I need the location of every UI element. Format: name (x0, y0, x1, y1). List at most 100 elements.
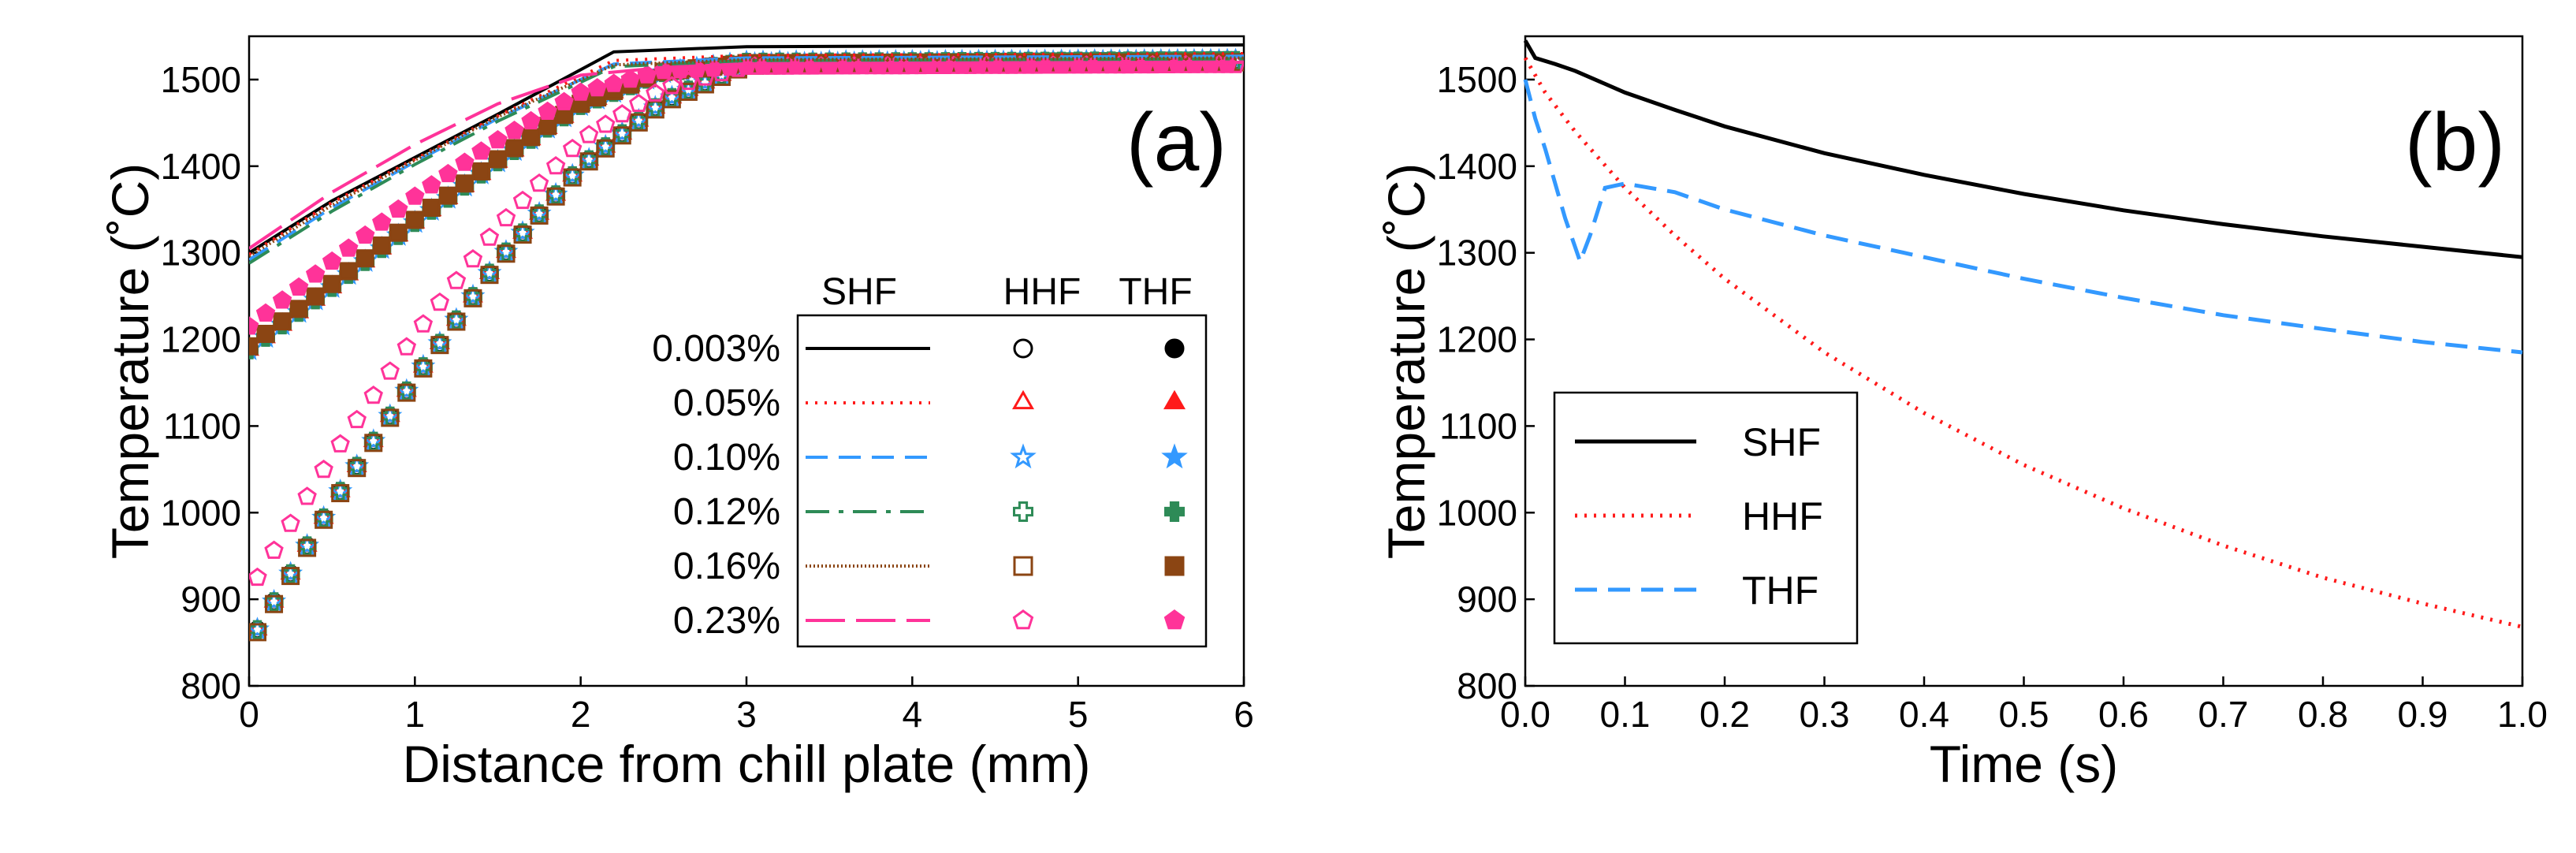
y-tick-label: 1500 (1437, 59, 1517, 100)
legend: SHF HHF THF 0.003% 0.05% 0.10% 0.12% 0.16% 0.23% (652, 271, 1208, 648)
legend: SHF HHF THF (1553, 391, 1859, 645)
hhf-marker (330, 434, 350, 453)
hhf-marker (413, 314, 434, 333)
thf-marker (554, 91, 574, 110)
hhf-marker (281, 567, 300, 586)
legend-header: HHF (1003, 271, 1081, 313)
hhf-marker (562, 138, 583, 158)
thf-marker (389, 223, 408, 242)
y-tick-label: 800 (1457, 665, 1517, 706)
x-axis-label: Time (s) (1930, 735, 2119, 793)
legend-entry-label: 0.003% (652, 328, 780, 370)
legend-entry-label: 0.23% (673, 600, 780, 642)
hhf-marker (513, 225, 532, 244)
thf-marker (356, 225, 375, 244)
hhf-marker (463, 249, 483, 268)
thf-marker (538, 117, 557, 136)
hhf-marker (397, 383, 416, 402)
y-tick-label: 1500 (161, 59, 241, 100)
thf-marker (521, 110, 541, 130)
hhf-marker (579, 125, 599, 143)
x-tick-label: 0.6 (2098, 694, 2149, 735)
hhf-marker (265, 594, 284, 613)
hhf-marker (447, 312, 466, 331)
thf-marker (305, 264, 326, 283)
hhf-marker (314, 460, 333, 479)
thf-marker (620, 69, 640, 88)
hhf-marker (612, 126, 631, 145)
thf-marker (471, 162, 490, 181)
hhf-marker (529, 173, 549, 192)
x-tick-label: 1.0 (2497, 694, 2548, 735)
plot-area (249, 43, 1244, 642)
x-tick-label: 3 (736, 694, 757, 735)
hhf-marker (479, 227, 500, 246)
x-tick-label: 0.7 (2198, 694, 2249, 735)
thf-marker (322, 251, 342, 270)
legend-entry-label: 0.05% (673, 382, 780, 424)
y-tick-label: 800 (181, 665, 241, 706)
thf-marker (538, 101, 557, 120)
hhf-marker (297, 486, 317, 505)
legend-hhf-marker (1012, 389, 1034, 410)
legend-header: THF (1119, 271, 1192, 313)
hhf-marker (315, 510, 333, 529)
thf-marker (306, 287, 325, 306)
thf-marker (289, 300, 308, 318)
hhf-marker (446, 270, 467, 289)
legend-hhf-marker (1013, 501, 1033, 522)
legend-box (1553, 391, 1859, 645)
thf-marker (455, 152, 475, 171)
legend-thf-marker (1161, 443, 1188, 469)
legend-entry-label: HHF (1742, 494, 1823, 538)
panel-b-chart: 800 900 1000 1100 1200 1300 1400 1500 0.0 0.1 0.2 0… (1377, 35, 2548, 793)
hhf-marker (414, 359, 433, 378)
thf-marker (422, 199, 441, 218)
legend-entry-label: SHF (1742, 420, 1821, 464)
series-line-SHF (1523, 39, 2523, 259)
shf-line-0.05% (249, 52, 1244, 256)
y-tick-label: 1200 (161, 319, 241, 360)
thf-marker (405, 210, 424, 229)
x-tick-label: 0.2 (1699, 694, 1750, 735)
thf-marker (372, 236, 391, 255)
y-tick-label: 1300 (1437, 233, 1517, 274)
y-tick-label: 1000 (1437, 492, 1517, 533)
hhf-marker (281, 513, 300, 532)
hhf-marker (264, 540, 284, 559)
x-tick-label: 0.4 (1899, 694, 1949, 735)
thf-marker (249, 316, 259, 335)
thf-marker (372, 212, 392, 231)
thf-marker (338, 238, 359, 257)
hhf-marker (563, 168, 582, 187)
hhf-marker (363, 386, 383, 404)
shf-line-0.12% (249, 57, 1244, 265)
x-tick-label: 0.0 (1500, 694, 1550, 735)
thf-marker (272, 290, 292, 309)
hhf-marker (579, 152, 598, 171)
shf-line-0.23% (249, 61, 1244, 250)
hhf-marker (364, 434, 383, 453)
x-tick-label: 0.1 (1600, 694, 1651, 735)
x-tick-label: 0.8 (2298, 694, 2348, 735)
legend-thf-marker (1163, 389, 1186, 410)
thf-marker (422, 175, 441, 194)
thf-marker (522, 128, 541, 147)
y-tick-label: 1400 (1437, 146, 1517, 187)
thf-marker (571, 82, 590, 101)
hhf-marker (646, 83, 665, 102)
hhf-marker (463, 289, 482, 307)
hhf-marker (662, 76, 682, 95)
thf-marker (389, 199, 408, 218)
legend-thf-marker (1164, 501, 1185, 522)
panel-a-chart: 800 900 1000 1100 1200 1300 1400 1500 0 1 2 3 4 5 6 Dis… (101, 35, 1254, 793)
hhf-marker (396, 337, 417, 356)
thf-marker (356, 249, 374, 268)
thf-marker (455, 174, 474, 193)
legend-header: SHF (821, 271, 897, 313)
legend-entry-label: 0.12% (673, 491, 780, 533)
thf-marker (604, 73, 624, 92)
legend-hhf-marker (1013, 556, 1033, 576)
x-tick-label: 0 (239, 694, 259, 735)
hhf-marker (348, 459, 367, 478)
